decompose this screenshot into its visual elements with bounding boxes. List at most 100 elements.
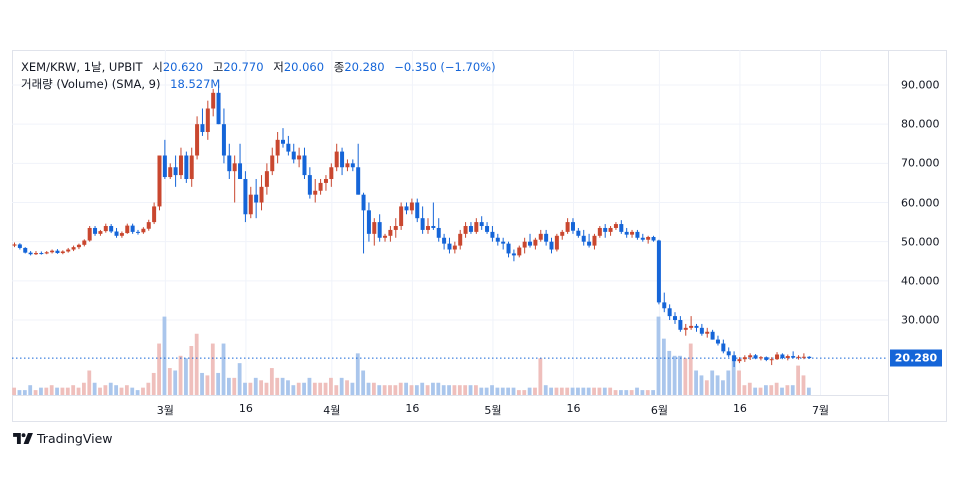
legend-volume-row: 거래량 (Volume) (SMA, 9) 18.527M	[21, 76, 496, 93]
chart-plot-area[interactable]	[12, 50, 888, 395]
candle-body	[291, 151, 296, 160]
volume-bar	[796, 365, 801, 395]
volume-bar	[33, 390, 38, 395]
volume-bar	[533, 387, 537, 395]
candle-body	[683, 327, 688, 330]
volume-bar	[178, 355, 183, 395]
candle-body	[388, 229, 393, 236]
price-tick-label: 80.000	[901, 117, 940, 131]
time-axis[interactable]: 3월 16 4월 16 5월 16 6월 16 7월	[12, 395, 888, 422]
volume-bar	[130, 387, 135, 395]
volume-bar	[65, 387, 70, 395]
candle-body	[264, 171, 269, 187]
candle-body	[780, 354, 785, 359]
candle-body	[275, 139, 280, 156]
volume-bar	[554, 387, 559, 395]
volume-bar	[210, 343, 215, 395]
volume-bar	[361, 370, 366, 395]
volume-bar	[345, 380, 349, 395]
candle-body	[205, 108, 210, 133]
price-axis[interactable]: 90.000 80.000 70.000 60.000 50.000 40.000 30.0…	[888, 50, 947, 422]
high-label: 고	[212, 60, 224, 74]
volume-bar	[737, 370, 741, 395]
volume-bar	[22, 390, 27, 395]
volume-bar	[49, 385, 54, 395]
volume-bar	[586, 387, 591, 395]
candle-body	[678, 320, 683, 330]
candle-body	[103, 226, 108, 232]
candle-body	[157, 155, 162, 207]
candle-body	[329, 167, 334, 180]
volume-bar	[785, 385, 790, 395]
candle-body	[807, 356, 812, 359]
candle-body	[259, 186, 264, 203]
volume-bar	[645, 390, 650, 395]
candle-body	[17, 244, 22, 248]
volume-bar	[742, 385, 747, 395]
candle-body	[565, 222, 570, 232]
candlestick-chart[interactable]	[12, 50, 888, 395]
change-value: −0.350 (−1.70%)	[394, 60, 496, 74]
candle-body	[479, 222, 484, 227]
volume-bar	[538, 358, 543, 395]
volume-bar	[286, 380, 290, 395]
volume-bar	[119, 387, 124, 395]
volume-bar	[688, 343, 693, 395]
volume-bar	[602, 387, 607, 395]
volume-bar	[500, 387, 505, 395]
volume-bar	[76, 387, 81, 395]
candle-body	[189, 155, 194, 180]
volume-bar	[667, 350, 672, 395]
candle-body	[200, 124, 205, 133]
candle-body	[12, 244, 17, 246]
candle-body	[431, 226, 436, 228]
time-tick-label: 16	[566, 402, 581, 415]
candle-body	[442, 237, 447, 244]
candle-body	[76, 244, 81, 248]
candle-body	[340, 151, 345, 168]
volume-bar	[173, 370, 178, 395]
candle-body	[699, 327, 704, 334]
candle-body	[238, 163, 243, 180]
candle-body	[587, 241, 592, 246]
candle-body	[753, 355, 758, 359]
volume-bar	[672, 355, 677, 395]
volume-bar	[393, 385, 398, 395]
volume-bar	[92, 382, 97, 395]
volume-bar	[318, 382, 323, 395]
candle-body	[28, 252, 33, 255]
time-tick-label: 6월	[650, 404, 668, 417]
candle-body	[581, 235, 586, 242]
low-value: 20.060	[283, 60, 325, 74]
candle-body	[270, 155, 275, 172]
volume-bar	[624, 390, 629, 395]
candle-body	[619, 224, 624, 232]
volume-bar	[388, 385, 392, 395]
volume-bar	[619, 390, 623, 395]
volume-bar	[60, 387, 65, 395]
volume-bar	[474, 385, 478, 395]
tradingview-brand[interactable]: TradingView	[13, 431, 113, 446]
volume-bar	[769, 385, 774, 395]
volume-bar	[656, 316, 661, 395]
volume-bar	[398, 382, 403, 395]
candle-body	[87, 227, 92, 241]
volume-bar	[296, 382, 301, 395]
candle-body	[195, 124, 200, 156]
candle-body	[635, 231, 640, 238]
candle-body	[136, 231, 141, 233]
volume-bar	[420, 382, 425, 395]
candle-body	[726, 351, 731, 356]
candle-body	[420, 218, 425, 230]
candle-body	[436, 227, 441, 238]
candle-body	[168, 167, 173, 178]
candle-body	[689, 325, 694, 328]
candle-body	[715, 339, 720, 344]
candle-body	[141, 228, 146, 233]
candle-body	[221, 124, 226, 156]
candle-body	[66, 249, 71, 252]
candle-body	[796, 356, 801, 358]
candle-body	[399, 206, 404, 227]
candle-body	[737, 359, 742, 362]
candle-body	[646, 236, 651, 240]
